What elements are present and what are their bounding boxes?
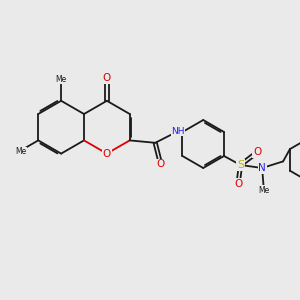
Text: O: O [157,159,165,170]
Text: O: O [103,148,111,159]
Text: N: N [258,163,266,173]
Text: S: S [237,160,244,170]
Text: NH: NH [171,127,184,136]
Text: Me: Me [16,147,27,156]
Text: Me: Me [56,75,67,84]
Text: O: O [253,147,261,158]
Text: Me: Me [258,186,269,195]
Text: O: O [103,74,111,83]
Text: O: O [234,178,242,189]
